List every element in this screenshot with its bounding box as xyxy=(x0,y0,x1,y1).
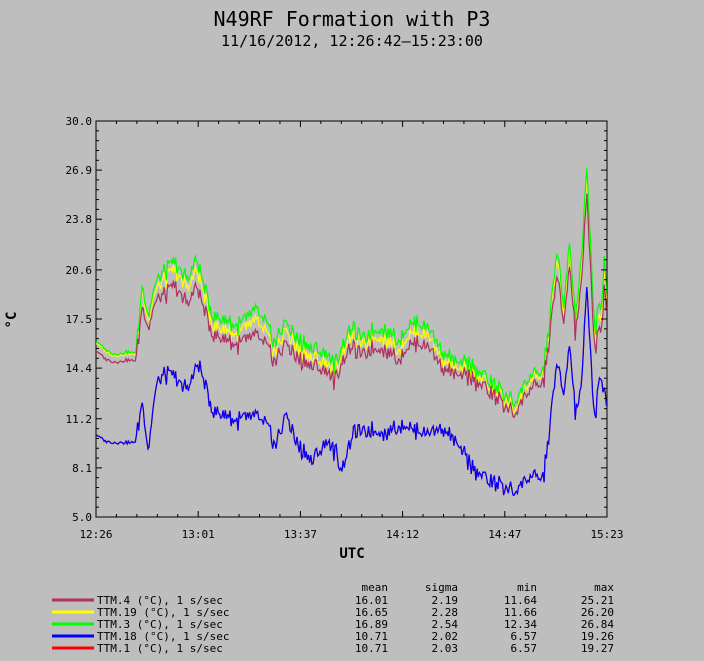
series-lines xyxy=(95,168,607,497)
legend: mean sigma min max TTM.4 (°C), 1 s/sec 16.01 2… xyxy=(52,581,614,655)
stats-sigma-value: 2.02 xyxy=(432,630,459,643)
y-tick-label: 5.0 xyxy=(72,511,92,524)
x-tick-label: 14:47 xyxy=(488,528,521,541)
x-tick-label: 13:01 xyxy=(182,528,215,541)
y-tick-label: 8.1 xyxy=(72,462,92,475)
legend-label: TTM.3 (°C), 1 s/sec xyxy=(97,618,223,631)
stats-max-value: 26.84 xyxy=(581,618,614,631)
stats-max-value: 26.20 xyxy=(581,606,614,619)
stats-mean-value: 16.01 xyxy=(355,594,388,607)
stats-sigma-value: 2.19 xyxy=(432,594,459,607)
stats-header-mean: mean xyxy=(362,581,389,594)
y-axis-ticks: 5.0 8.1 11.2 14.4 17.5 20.6 23.8 26.9 30.0 xyxy=(66,115,607,524)
series-line-ttm-19 xyxy=(95,177,607,414)
stats-max-value: 19.26 xyxy=(581,630,614,643)
plot-frame xyxy=(95,120,608,518)
y-tick-label: 23.8 xyxy=(66,213,93,226)
y-tick-label: 26.9 xyxy=(66,164,93,177)
legend-label: TTM.4 (°C), 1 s/sec xyxy=(97,594,223,607)
y-tick-label: 14.4 xyxy=(66,362,93,375)
y-axis-label: °C xyxy=(4,312,20,329)
y-tick-label: 20.6 xyxy=(66,264,93,277)
x-tick-label: 13:37 xyxy=(284,528,317,541)
stats-mean-value: 16.65 xyxy=(355,606,388,619)
stats-min-value: 6.57 xyxy=(511,630,538,643)
x-tick-label: 12:26 xyxy=(79,528,112,541)
x-tick-label: 14:12 xyxy=(386,528,419,541)
stats-min-value: 11.64 xyxy=(504,594,537,607)
stats-min-value: 12.34 xyxy=(504,618,537,631)
stats-min-value: 6.57 xyxy=(511,642,538,655)
series-line-ttm-4 xyxy=(95,193,607,419)
legend-label: TTM.18 (°C), 1 s/sec xyxy=(97,630,229,643)
y-tick-label: 17.5 xyxy=(66,313,93,326)
legend-label: TTM.1 (°C), 1 s/sec xyxy=(97,642,223,655)
stats-sigma-value: 2.28 xyxy=(432,606,459,619)
stats-mean-value: 10.71 xyxy=(355,630,388,643)
stats-header-min: min xyxy=(517,581,537,594)
stats-max-value: 19.27 xyxy=(581,642,614,655)
stats-mean-value: 16.89 xyxy=(355,618,388,631)
series-line-ttm-3 xyxy=(95,168,607,408)
x-tick-label: 15:23 xyxy=(590,528,623,541)
stats-min-value: 11.66 xyxy=(504,606,537,619)
x-axis-ticks: 12:26 13:01 13:37 14:12 14:47 15:23 xyxy=(79,121,624,541)
stats-mean-value: 10.71 xyxy=(355,642,388,655)
y-tick-label: 30.0 xyxy=(66,115,93,128)
chart-subtitle: 11/16/2012, 12:26:42–15:23:00 xyxy=(221,32,483,50)
series-line-ttm-18 xyxy=(95,286,607,497)
chart-title: N49RF Formation with P3 xyxy=(214,7,491,31)
stats-sigma-value: 2.03 xyxy=(432,642,459,655)
stats-header-max: max xyxy=(594,581,614,594)
stats-max-value: 25.21 xyxy=(581,594,614,607)
stats-header-sigma: sigma xyxy=(425,581,458,594)
stats-sigma-value: 2.54 xyxy=(432,618,459,631)
x-axis-label: UTC xyxy=(339,546,364,562)
y-tick-label: 11.2 xyxy=(66,413,93,426)
legend-label: TTM.19 (°C), 1 s/sec xyxy=(97,606,229,619)
